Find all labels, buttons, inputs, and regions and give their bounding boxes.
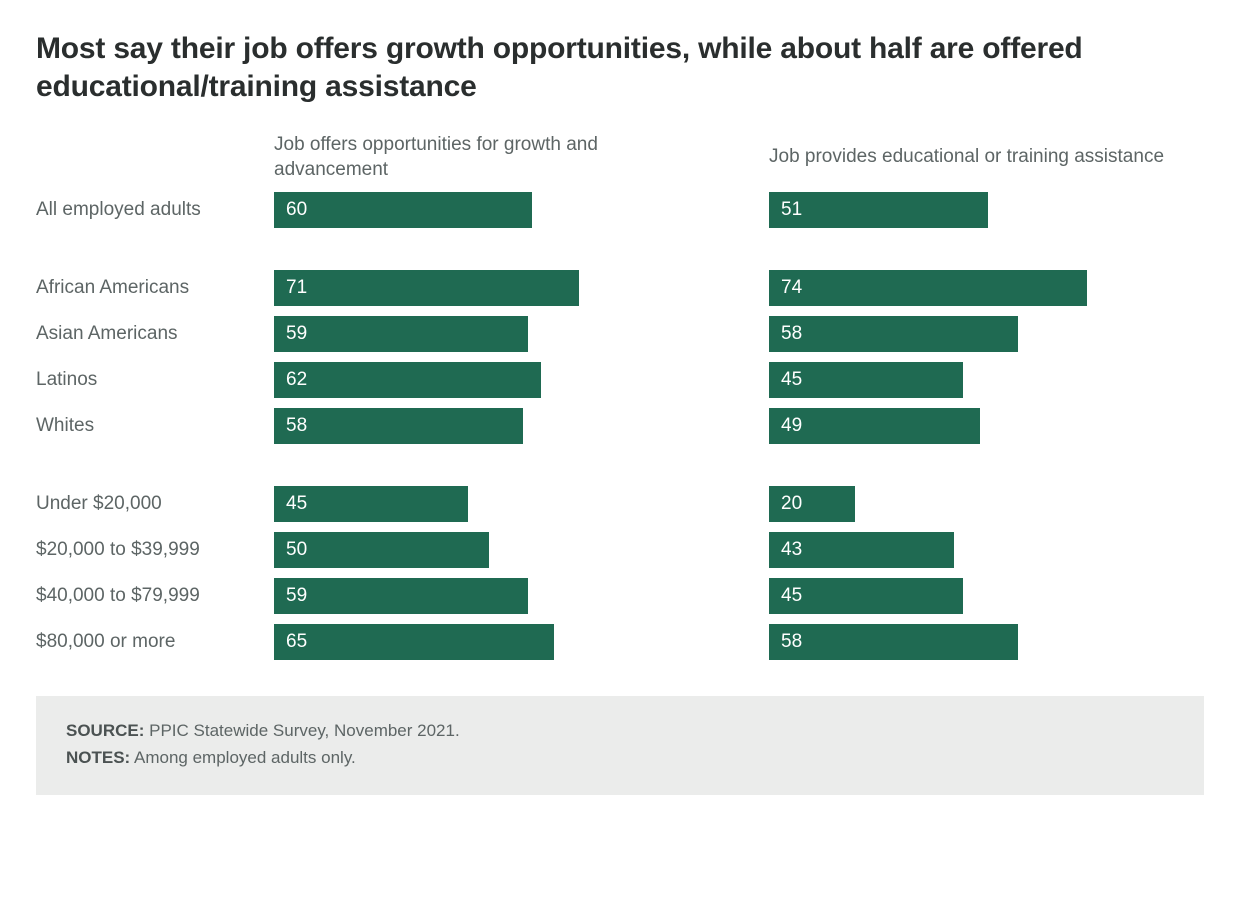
bar: 43 xyxy=(769,532,954,568)
bar: 59 xyxy=(274,578,528,614)
source-label: SOURCE: xyxy=(66,721,144,740)
row-label: All employed adults xyxy=(36,199,274,221)
bar: 58 xyxy=(769,624,1018,660)
row-label: Latinos xyxy=(36,369,274,391)
bar: 45 xyxy=(769,362,963,398)
bar: 50 xyxy=(274,532,489,568)
bar: 71 xyxy=(274,270,579,306)
column-header-training: Job provides educational or training ass… xyxy=(769,145,1204,180)
bar: 45 xyxy=(274,486,468,522)
row-label: Asian Americans xyxy=(36,323,274,345)
notes-text: Among employed adults only. xyxy=(130,748,356,767)
chart-footer: SOURCE: PPIC Statewide Survey, November … xyxy=(36,696,1204,795)
bar: 58 xyxy=(769,316,1018,352)
bar: 49 xyxy=(769,408,980,444)
row-label: $20,000 to $39,999 xyxy=(36,539,274,561)
bar: 45 xyxy=(769,578,963,614)
bar: 65 xyxy=(274,624,554,660)
bar: 51 xyxy=(769,192,988,228)
row-label: African Americans xyxy=(36,277,274,299)
row-label: Whites xyxy=(36,415,274,437)
row-label: $40,000 to $79,999 xyxy=(36,585,274,607)
bar-chart: Job offers opportunities for growth and … xyxy=(36,133,1204,660)
source-text: PPIC Statewide Survey, November 2021. xyxy=(144,721,459,740)
bar: 60 xyxy=(274,192,532,228)
bar: 58 xyxy=(274,408,523,444)
bar: 62 xyxy=(274,362,541,398)
bar: 20 xyxy=(769,486,855,522)
bar: 59 xyxy=(274,316,528,352)
column-header-growth: Job offers opportunities for growth and … xyxy=(274,133,709,192)
row-label: Under $20,000 xyxy=(36,493,274,515)
chart-title: Most say their job offers growth opportu… xyxy=(36,30,1204,105)
notes-label: NOTES: xyxy=(66,748,130,767)
row-label: $80,000 or more xyxy=(36,631,274,653)
bar: 74 xyxy=(769,270,1087,306)
